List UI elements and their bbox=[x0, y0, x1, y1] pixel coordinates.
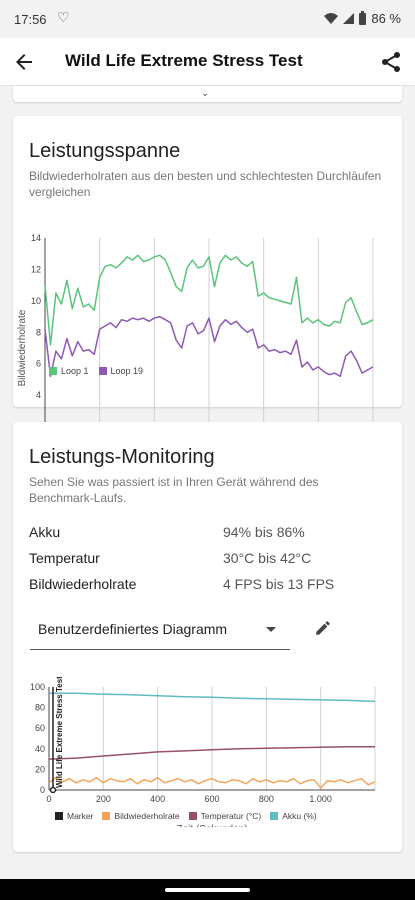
series-line-loop-1 bbox=[44, 254, 374, 346]
legend-item-loop-1: Loop 1 bbox=[49, 366, 89, 376]
legend-item-battery: Akku (%) bbox=[270, 811, 317, 821]
x-tick-label: 400 bbox=[150, 794, 165, 804]
legend-item-temperature: Temperatur (°C) bbox=[188, 811, 262, 821]
battery-icon bbox=[359, 10, 367, 25]
legend-label: Loop 1 bbox=[61, 366, 89, 376]
performance-monitoring-card: Leistungs-Monitoring Sehen Sie was passi… bbox=[13, 422, 402, 852]
legend-swatch bbox=[188, 812, 197, 820]
performance-range-subtitle: Bildwiederholraten aus den besten und sc… bbox=[29, 169, 382, 199]
app-bar: Wild Life Extreme Stress Test bbox=[0, 38, 415, 86]
legend-swatch bbox=[270, 812, 279, 820]
stat-value: 4 FPS bis 13 FPS bbox=[223, 576, 335, 592]
legend-label: Akku (%) bbox=[282, 811, 317, 821]
stat-row-temperature: Temperatur 30°C bis 42°C bbox=[29, 546, 389, 572]
series-line-bildwiederholrate bbox=[48, 776, 376, 789]
stat-label: Akku bbox=[29, 524, 61, 540]
y-tick-label: 14 bbox=[31, 233, 41, 243]
legend-swatch bbox=[55, 812, 63, 820]
edit-pencil-icon[interactable] bbox=[314, 619, 332, 637]
legend-label: Loop 19 bbox=[110, 366, 144, 376]
stat-label: Temperatur bbox=[29, 550, 100, 566]
legend-label: Bildwiederholrate bbox=[114, 811, 180, 821]
legend-swatch bbox=[49, 367, 57, 375]
y-tick-label: 12 bbox=[31, 264, 41, 274]
status-bar: 17:56 ♡ 86 % bbox=[0, 0, 415, 38]
performance-monitoring-subtitle: Sehen Sie was passiert ist in Ihren Gerä… bbox=[29, 475, 319, 505]
y-tick-label: 40 bbox=[35, 744, 45, 754]
y-tick-label: 4 bbox=[36, 390, 41, 400]
legend-swatch bbox=[98, 367, 107, 375]
legend-swatch bbox=[102, 812, 111, 820]
legend-label: Temperatur (°C) bbox=[200, 811, 262, 821]
stat-row-framerate: Bildwiederholrate 4 FPS bis 13 FPS bbox=[29, 572, 389, 598]
x-axis-label: Zeit (Sekunden) bbox=[176, 824, 247, 827]
back-arrow-icon[interactable] bbox=[12, 50, 36, 74]
y-tick-label: 8 bbox=[36, 327, 41, 337]
chevron-down-icon[interactable]: ⌄ bbox=[201, 88, 210, 99]
y-tick-label: 10 bbox=[31, 296, 41, 306]
share-icon[interactable] bbox=[379, 50, 403, 74]
system-navigation-bar bbox=[0, 879, 415, 900]
x-tick-label: 200 bbox=[96, 794, 111, 804]
y-tick-label: 100 bbox=[30, 682, 45, 692]
dropdown-caret-icon bbox=[266, 627, 276, 632]
y-tick-label: 0 bbox=[40, 785, 45, 795]
custom-monitoring-chart: 0 200 400 600 800 1.000 0 20 40 60 80 100 Zeit (Seku… bbox=[30, 677, 376, 827]
legend-item-marker: Marker bbox=[55, 811, 93, 821]
x-tick-label: 600 bbox=[204, 794, 219, 804]
heart-icon: ♡ bbox=[57, 9, 70, 25]
chart2-legend: Marker Bildwiederholrate Temperatur (°C)… bbox=[55, 811, 317, 821]
battery-percent: 86 % bbox=[371, 11, 401, 26]
x-tick-label: 0 bbox=[46, 794, 51, 804]
series-line-loop-19 bbox=[44, 315, 374, 378]
wifi-icon bbox=[324, 13, 339, 24]
previous-card: ⌄ bbox=[13, 86, 402, 102]
x-tick-label: 1.000 bbox=[309, 794, 332, 804]
performance-range-card: Leistungsspanne Bildwiederholraten aus d… bbox=[13, 116, 402, 472]
legend-label: Marker bbox=[67, 811, 94, 821]
y-tick-label: 20 bbox=[35, 764, 45, 774]
chart1-legend: Loop 1 Loop 19 bbox=[49, 366, 143, 376]
marker-annotation: Wild Life Extreme Stress Test bbox=[55, 677, 64, 788]
stat-label: Bildwiederholrate bbox=[29, 576, 137, 592]
performance-range-title: Leistungsspanne bbox=[29, 140, 181, 162]
marker-dot bbox=[49, 786, 57, 794]
y-tick-label: 6 bbox=[36, 359, 41, 369]
y-tick-label: 60 bbox=[35, 723, 45, 733]
dropdown-selected-value: Benutzerdefiniertes Diagramm bbox=[38, 621, 228, 637]
stat-row-battery: Akku 94% bis 86% bbox=[29, 520, 389, 546]
legend-item-loop-19: Loop 19 bbox=[98, 366, 144, 376]
x-tick-label: 800 bbox=[259, 794, 274, 804]
series-line-akku bbox=[49, 692, 376, 703]
y-tick-label: 80 bbox=[35, 703, 45, 713]
signal-icon bbox=[343, 13, 355, 24]
series-line-temperatur-c bbox=[48, 745, 375, 760]
performance-monitoring-title: Leistungs-Monitoring bbox=[29, 446, 215, 468]
stat-value: 30°C bis 42°C bbox=[223, 550, 312, 566]
home-gesture-handle[interactable] bbox=[165, 888, 250, 892]
status-time: 17:56 bbox=[14, 12, 47, 27]
stats-list: Akku 94% bis 86% Temperatur 30°C bis 42°… bbox=[29, 520, 389, 598]
stat-value: 94% bis 86% bbox=[223, 524, 305, 540]
chart-type-dropdown[interactable]: Benutzerdefiniertes Diagramm bbox=[30, 608, 290, 650]
y-axis-label: Bildwiederholrate bbox=[17, 309, 28, 386]
legend-item-framerate: Bildwiederholrate bbox=[102, 811, 180, 821]
page-title: Wild Life Extreme Stress Test bbox=[65, 51, 303, 70]
